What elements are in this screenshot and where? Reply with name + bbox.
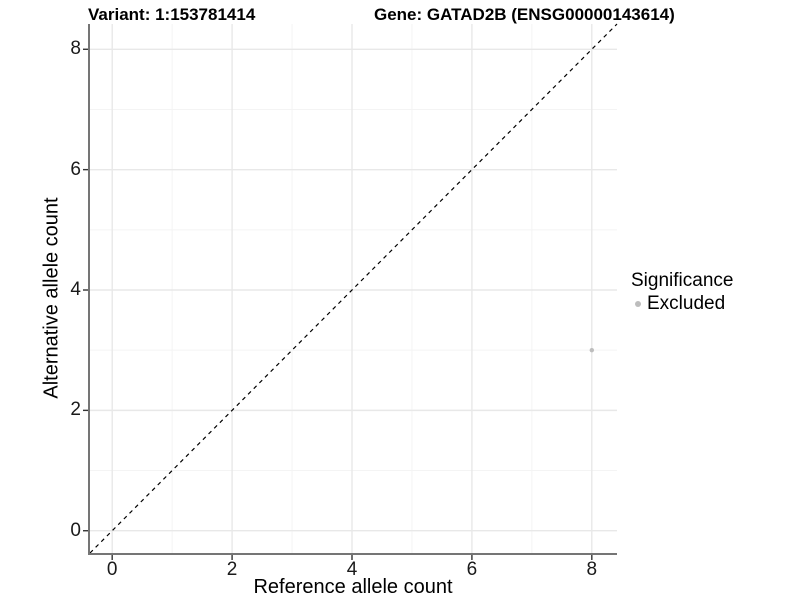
y-tick-label: 2: [70, 399, 81, 421]
x-tick-label: 0: [106, 559, 118, 580]
x-tick-label: 6: [466, 559, 478, 580]
x-tick-label: 2: [226, 559, 238, 580]
x-axis-label: Reference allele count: [253, 576, 453, 598]
gene-title: Gene: GATAD2B (ENSG00000143614): [374, 5, 675, 24]
identity-line: [89, 23, 618, 554]
y-axis-label: Alternative allele count: [40, 197, 63, 399]
y-tick-label: 8: [70, 38, 81, 60]
y-tick-label: 6: [70, 158, 81, 180]
x-tick-label: 4: [346, 559, 358, 580]
excluded-circle-icon: [635, 301, 641, 307]
data-point: [589, 347, 595, 353]
legend-item-label: Excluded: [647, 293, 726, 314]
x-tick-label: 8: [586, 559, 598, 580]
legend: Significance Excluded: [631, 270, 733, 315]
y-tick-label: 4: [70, 279, 81, 300]
legend-item-excluded: Excluded: [631, 293, 733, 315]
y-tick-label: 0: [70, 519, 81, 541]
legend-title: Significance: [631, 270, 734, 291]
variant-title: Variant: 1:153781414: [88, 5, 256, 24]
